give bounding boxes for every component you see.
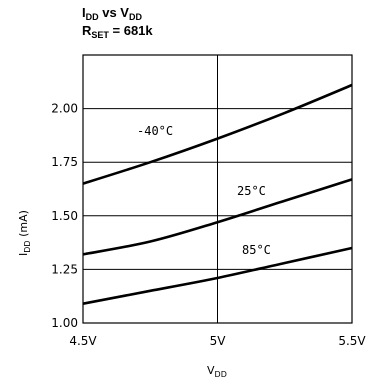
x-axis-label: VDD <box>207 364 227 379</box>
title-i: I <box>82 5 86 20</box>
y-label-rest: (mA) <box>17 210 30 240</box>
title-r-sub: SET <box>91 30 109 40</box>
title-vs: vs V <box>99 5 130 20</box>
chart-title-line2: RSET = 681k <box>82 23 153 40</box>
title-r: R <box>82 23 92 38</box>
curves <box>82 83 353 305</box>
series-label-85: 85°C <box>242 243 271 257</box>
chart-title-line1: IDD vs VDD <box>82 5 142 22</box>
y-tick-label-1: 1.25 <box>51 262 78 276</box>
y-label-main: I <box>17 253 30 256</box>
x-label-sub: DD <box>215 370 227 379</box>
y-tick-label-4: 2.00 <box>51 102 78 116</box>
tick-labels: 1.00 1.25 1.50 1.75 2.00 4.5V 5V 5.5V <box>51 102 366 348</box>
title-r-rest: = 681k <box>109 23 154 38</box>
grid <box>82 54 353 324</box>
y-tick-label-0: 1.00 <box>51 316 78 330</box>
series-line-0 <box>82 83 353 185</box>
y-tick-label-3: 1.75 <box>51 155 78 169</box>
title-i-sub: DD <box>86 12 99 22</box>
y-label-sub: DD <box>23 240 32 252</box>
series-label-25: 25°C <box>237 184 266 198</box>
title-v-sub: DD <box>129 12 142 22</box>
x-tick-label-2: 5.5V <box>338 334 366 348</box>
series-line-2 <box>82 246 353 305</box>
x-tick-label-0: 4.5V <box>69 334 97 348</box>
x-tick-label-1: 5V <box>210 334 227 348</box>
y-axis-label: IDD (mA) <box>17 210 32 256</box>
series-line-1 <box>82 178 353 256</box>
x-label-main: V <box>207 364 215 377</box>
y-tick-label-2: 1.50 <box>51 209 78 223</box>
series-label-minus40: -40°C <box>137 124 173 138</box>
